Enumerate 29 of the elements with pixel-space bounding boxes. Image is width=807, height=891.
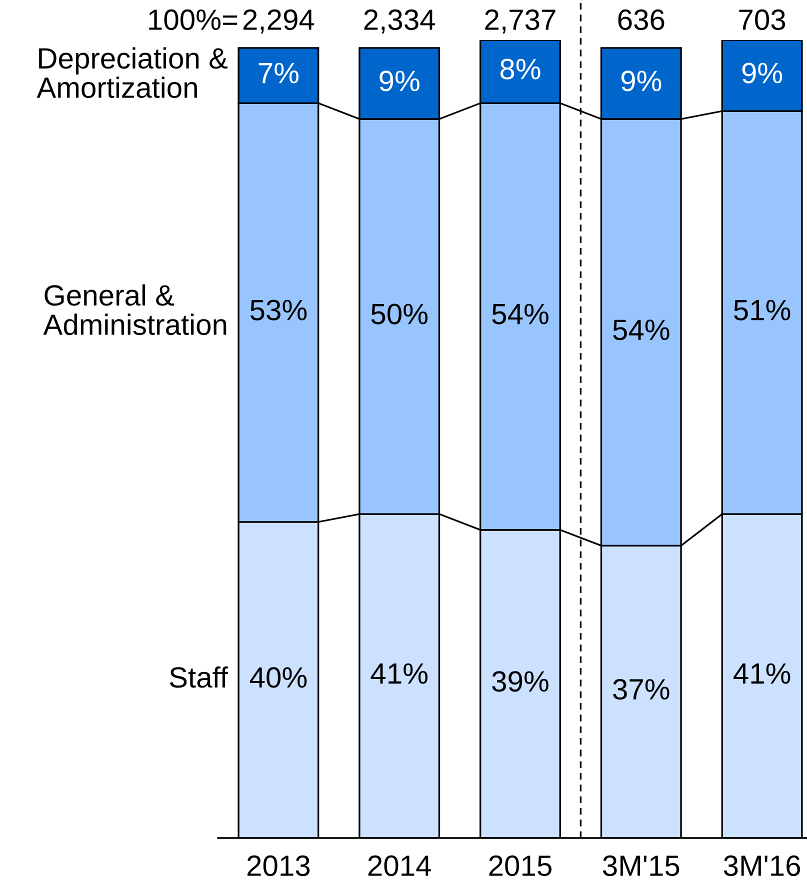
data-label: 54%: [492, 304, 548, 324]
data-label: 9%: [380, 70, 420, 92]
data-label: 51%: [734, 300, 790, 320]
series-label: Staff: [170, 666, 228, 688]
data-label: 9%: [742, 62, 782, 84]
x-tick-label: 3M'16: [724, 855, 800, 876]
x-tick-label: 2015: [489, 855, 552, 876]
x-tick-label: 3M'15: [602, 855, 680, 876]
x-tick-label: 2014: [368, 855, 431, 876]
series-label: General & Administration: [43, 284, 226, 336]
data-label: 54%: [613, 320, 670, 340]
data-label: 53%: [250, 300, 307, 320]
data-label: 37%: [613, 679, 670, 700]
text: 2,737: [485, 9, 556, 34]
data-label: 41%: [370, 663, 428, 684]
text: 2,294: [243, 9, 314, 34]
text: 2,334: [364, 9, 435, 34]
data-label: 50%: [371, 304, 428, 324]
data-label: 8%: [500, 58, 540, 80]
text: 100%=: [149, 9, 238, 30]
text: 703: [739, 9, 786, 30]
data-label: 7%: [258, 62, 298, 84]
data-label: 9%: [621, 70, 662, 92]
text: 636: [618, 9, 664, 30]
series-label: Depreciation & Amortization: [36, 47, 228, 98]
x-tick-label: 2013: [247, 855, 310, 876]
data-label: 39%: [492, 671, 548, 692]
data-label: 40%: [250, 667, 307, 688]
data-label: 41%: [734, 663, 790, 684]
